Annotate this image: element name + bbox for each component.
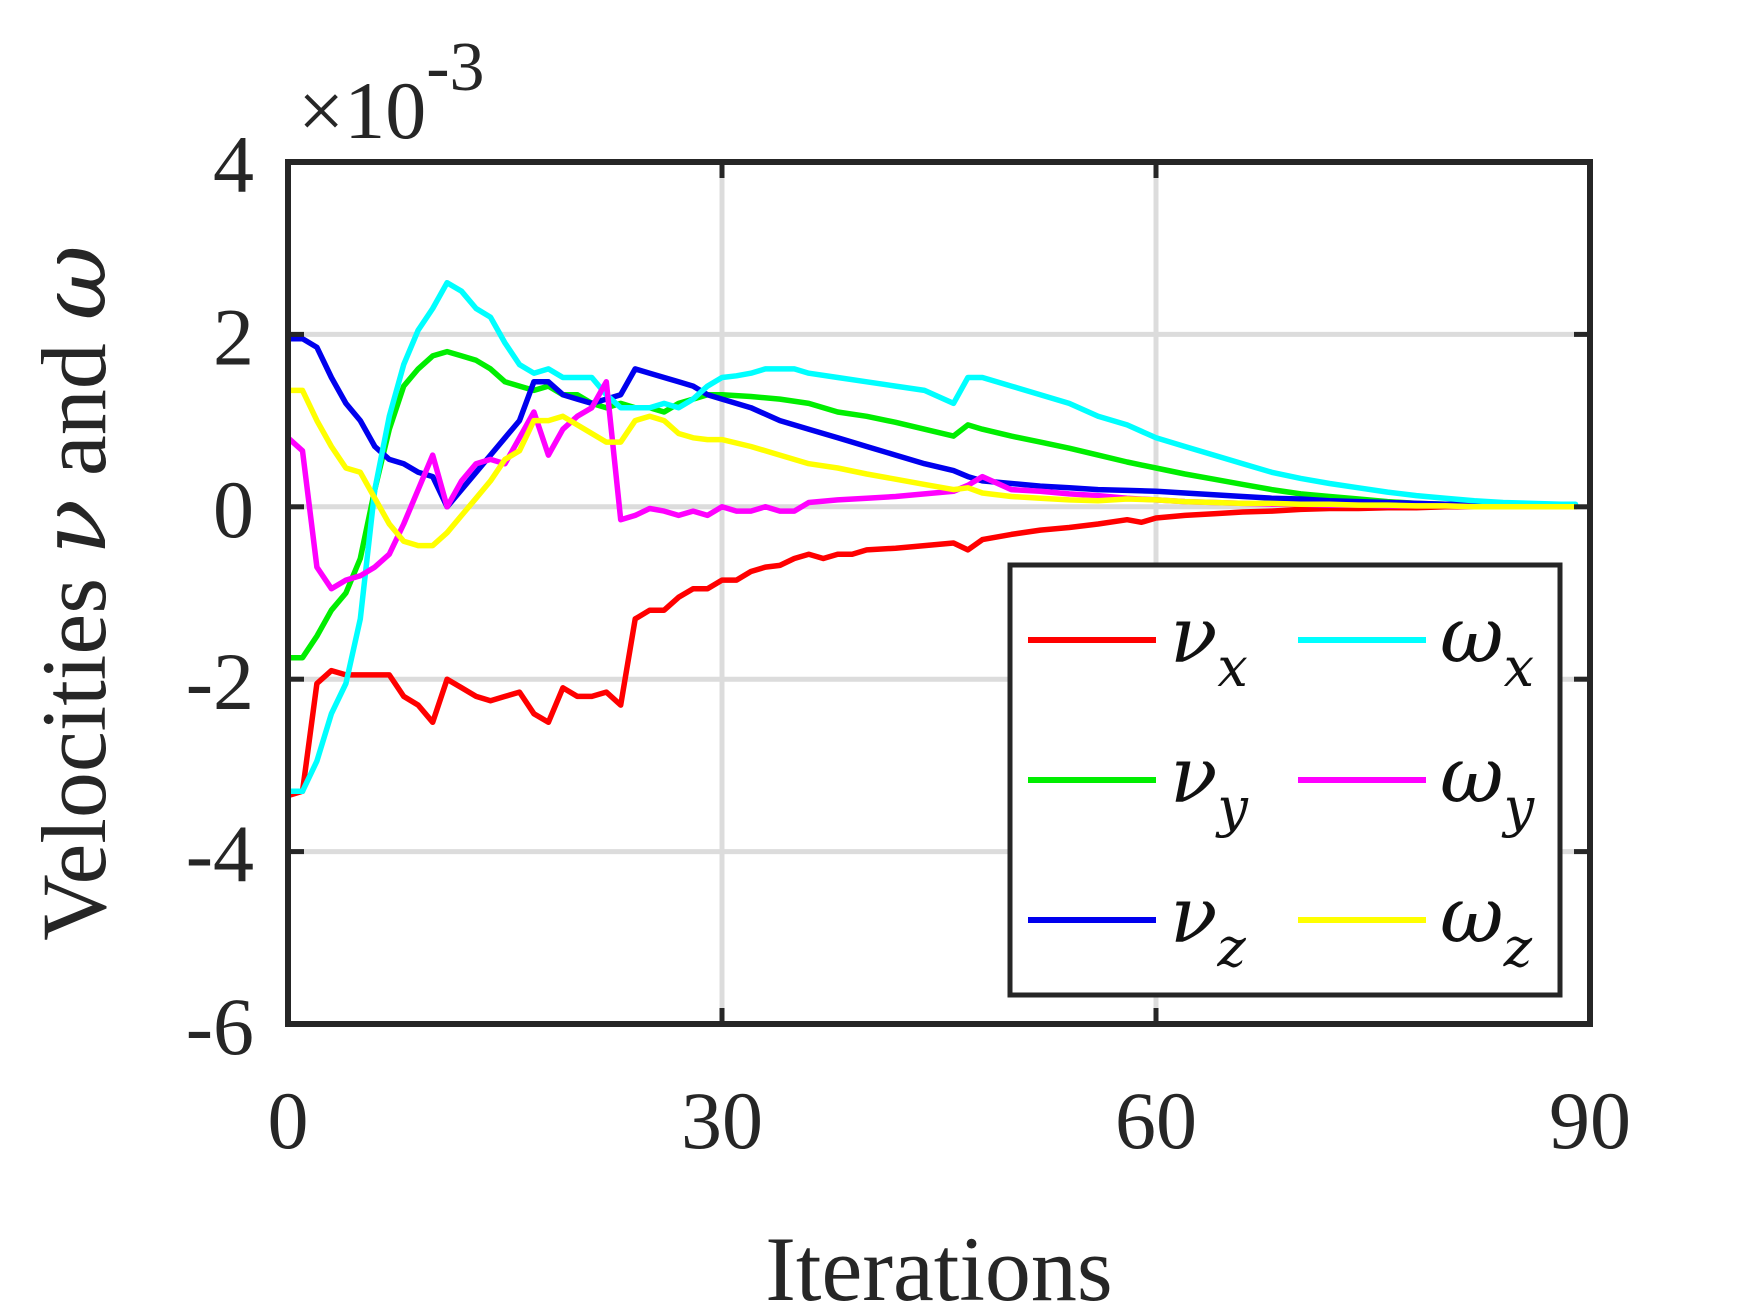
x-tick-label: 30	[681, 1075, 763, 1166]
y-tick-label: -4	[186, 809, 254, 900]
legend-entry-symbol: ν	[1170, 731, 1217, 821]
y-axis-label-mid: and	[23, 320, 125, 499]
legend-entry: ωz	[1440, 871, 1533, 979]
legend-entry-symbol: ω	[1440, 731, 1504, 821]
legend-entry-symbol: ω	[1440, 871, 1504, 961]
series-line-ωx	[288, 279, 1579, 795]
legend-entry-symbol: ω	[1440, 591, 1504, 681]
x-tick-labels: 0 30 60 90	[268, 1075, 1632, 1166]
y-axis-label-omega: ω	[20, 245, 127, 320]
y-axis-label-prefix: Velocities	[23, 555, 125, 941]
legend-entry-symbol: ν	[1170, 871, 1217, 961]
series-line-νx	[288, 504, 1579, 799]
legend-entry: ωy	[1440, 731, 1536, 839]
legend-entry-subscript: x	[1217, 636, 1247, 699]
y-axis-label-nu: ν	[20, 499, 127, 555]
exponent-label-base: ×10	[298, 65, 426, 156]
x-tick-label: 90	[1549, 1075, 1631, 1166]
exponent-label-power: -3	[426, 29, 484, 106]
x-axis-label: Iterations	[765, 1218, 1112, 1313]
legend-entry-subscript: y	[1502, 776, 1536, 839]
plot-frame	[285, 159, 1593, 1027]
legend-entry-subscript: z	[1503, 916, 1533, 979]
legend-entry-subscript: y	[1215, 776, 1249, 839]
plot-area	[288, 279, 1579, 799]
series-line-νz	[288, 335, 1579, 510]
y-axis-label: Velocities ν and ω	[20, 245, 127, 941]
legend-entry: νz	[1170, 871, 1246, 979]
legend-entry: ωx	[1440, 591, 1534, 699]
x-tick-label: 60	[1115, 1075, 1197, 1166]
y-tick-label: 0	[213, 464, 254, 555]
legend-entry: νx	[1170, 591, 1248, 699]
y-tick-label: -2	[186, 636, 254, 727]
x-tick-label: 0	[268, 1075, 309, 1166]
y-tick-label: 2	[213, 291, 254, 382]
y-tick-label: 4	[213, 119, 254, 210]
series-line-νy	[288, 348, 1579, 661]
legend-entry-symbol: ν	[1170, 591, 1217, 681]
legend-entry-subscript: z	[1216, 916, 1246, 979]
legend-entry: νy	[1170, 731, 1249, 839]
y-tick-labels: -6 -4 -2 0 2 4	[186, 119, 254, 1072]
tick-marks	[288, 162, 1590, 1024]
y-tick-label: -6	[186, 981, 254, 1072]
series-layer	[288, 279, 1579, 799]
exponent-label: ×10-3	[298, 29, 485, 156]
series-line-ωz	[288, 387, 1579, 549]
legend-entry-subscript: x	[1504, 636, 1534, 699]
